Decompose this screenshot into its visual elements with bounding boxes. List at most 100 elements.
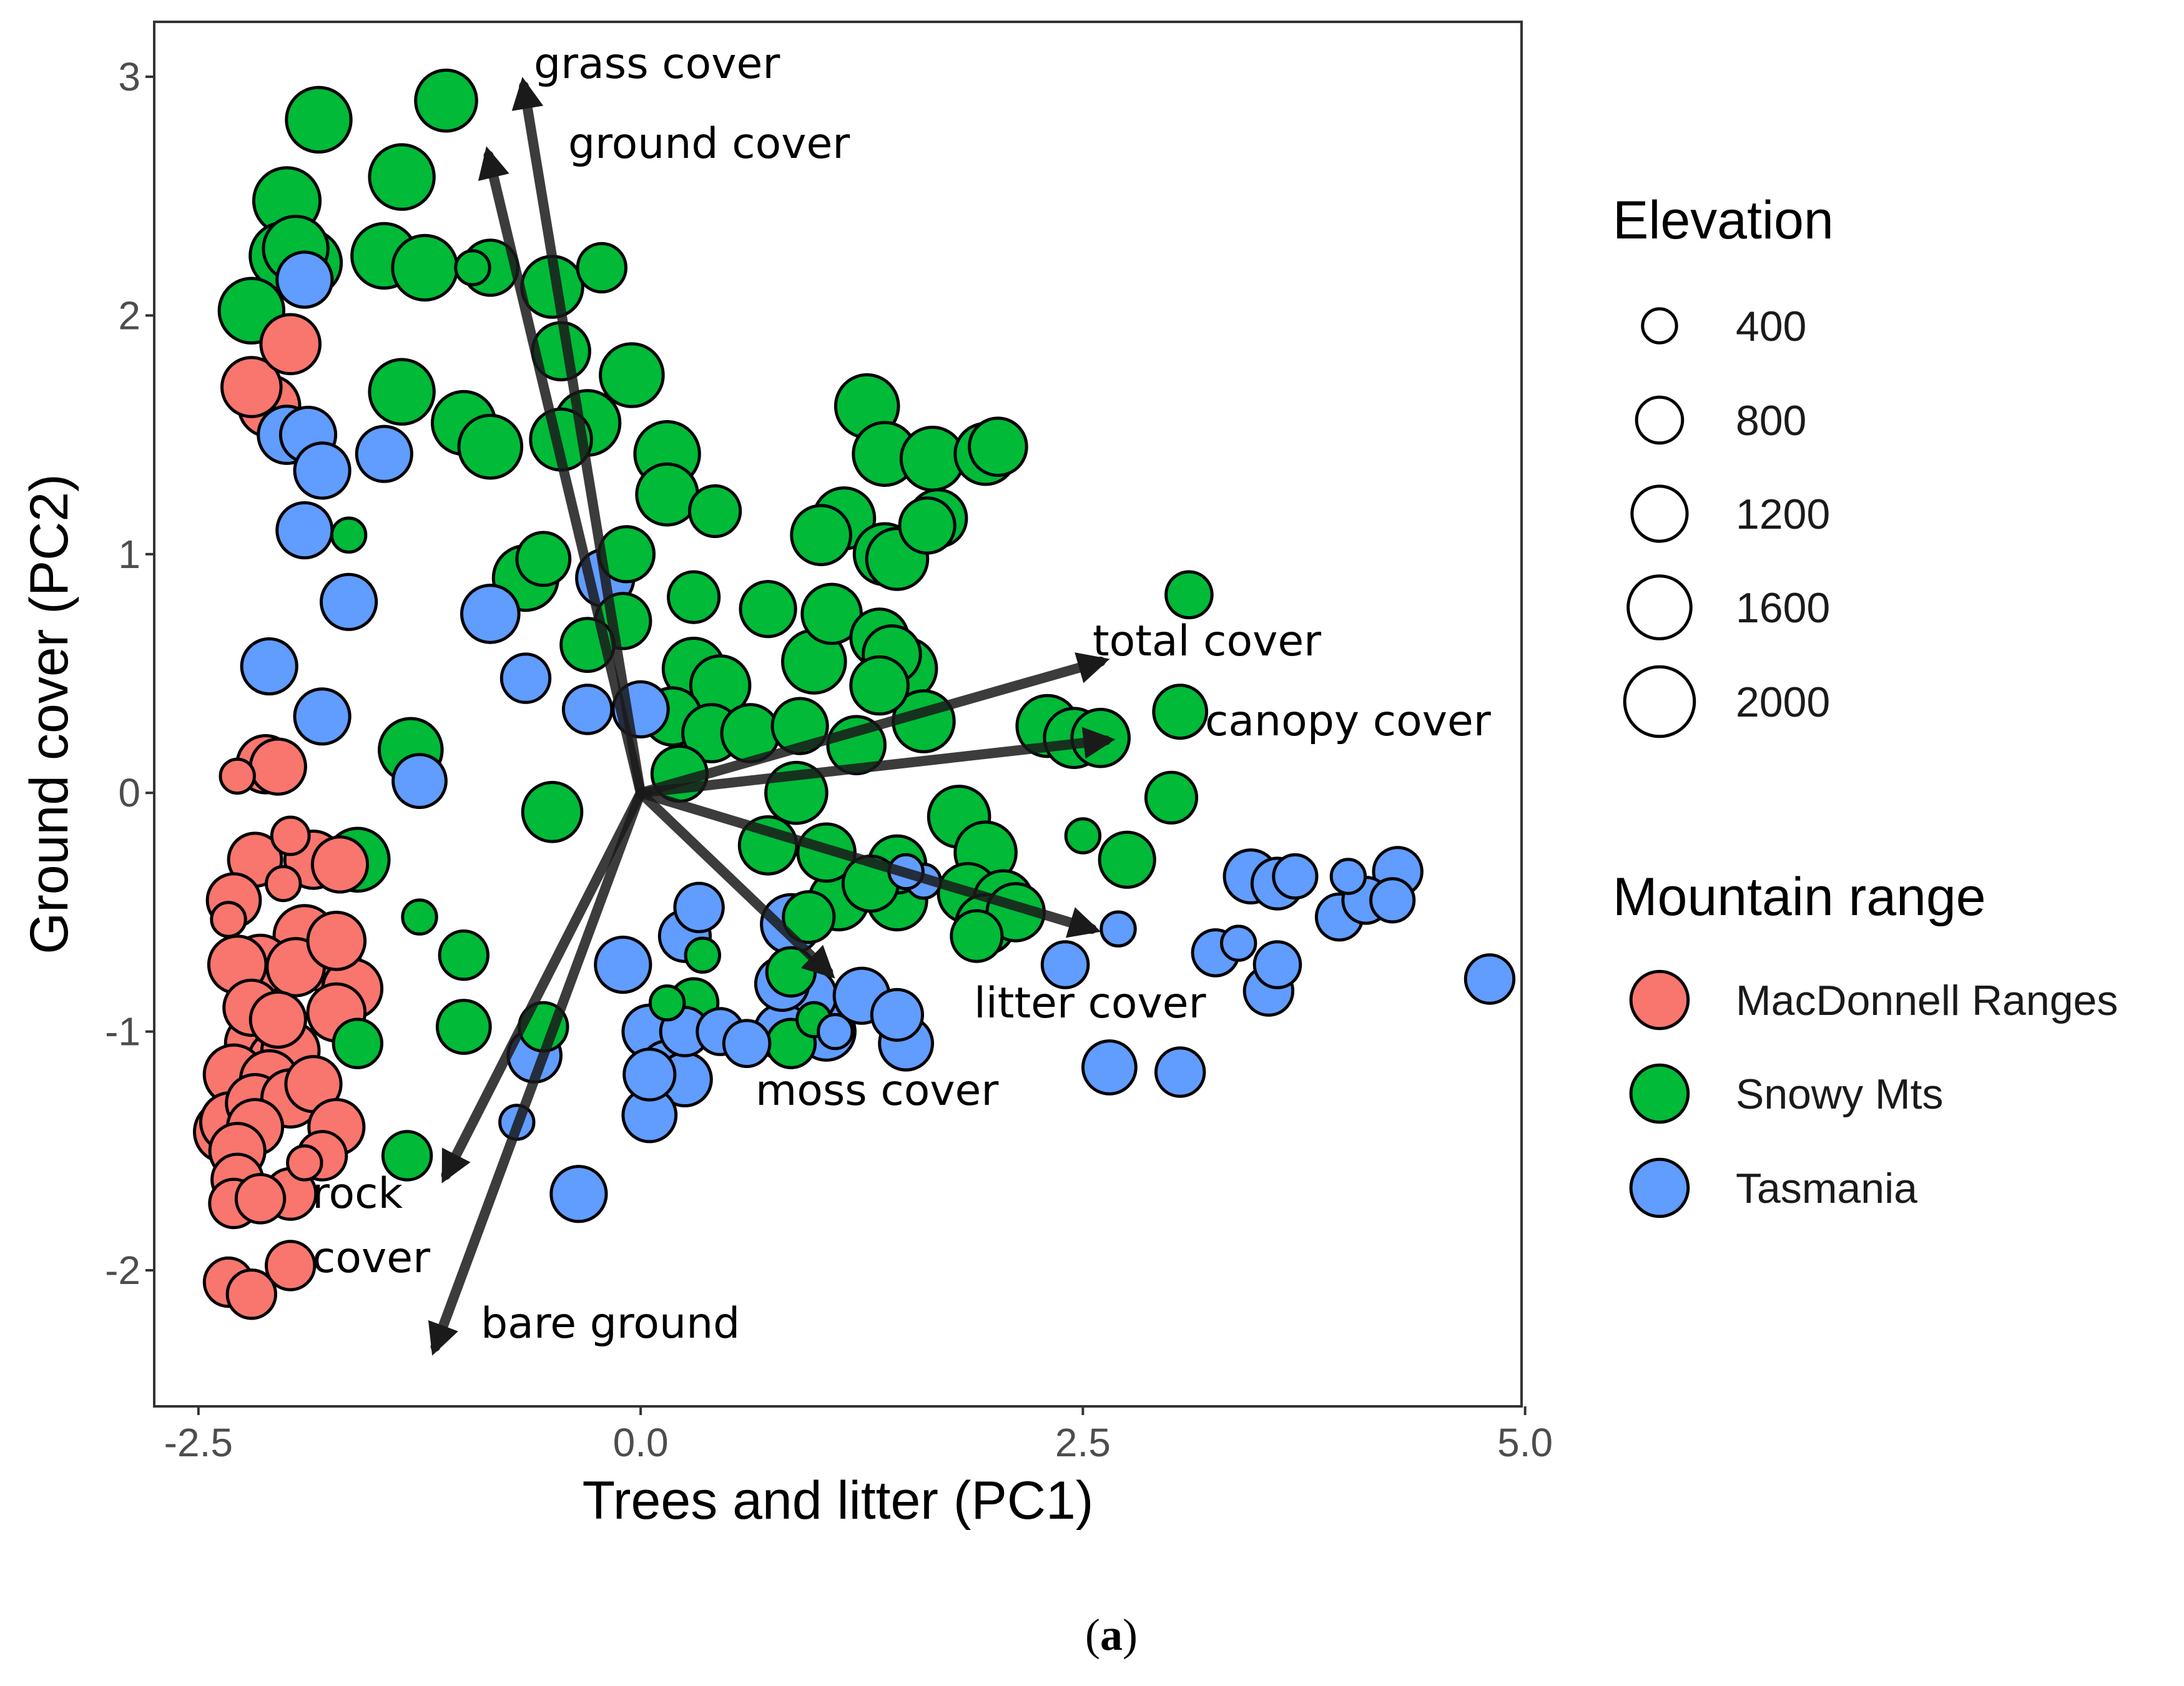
x-axis: -2.5 0.0 2.5 5.0 — [164, 1406, 1553, 1465]
point-tasmania — [355, 424, 413, 483]
point-tasmania — [1463, 953, 1516, 1005]
x-tick-label: 0.0 — [613, 1420, 669, 1465]
point-snowy-mts — [1098, 830, 1156, 889]
size-legend-label: 2000 — [1736, 679, 1830, 726]
plot-panel-border — [153, 21, 1523, 1408]
point-snowy-mts — [684, 936, 722, 974]
point-snowy-mts — [599, 342, 665, 408]
point-macdonnell-ranges — [286, 1144, 323, 1182]
size-legend-label: 1600 — [1736, 584, 1830, 632]
point-snowy-mts — [391, 233, 459, 302]
point-snowy-mts — [368, 358, 436, 426]
point-snowy-mts — [950, 909, 1004, 963]
x-tick-label: 2.5 — [1055, 1420, 1111, 1465]
color-legend-title: Mountain range — [1613, 867, 1986, 927]
point-tasmania — [622, 1047, 677, 1102]
loading-label-rock-cover: rock — [312, 1169, 403, 1218]
point-tasmania — [499, 652, 552, 704]
point-snowy-mts — [576, 242, 627, 294]
point-snowy-mts — [438, 929, 489, 981]
point-snowy-mts — [688, 484, 742, 539]
point-tasmania — [320, 572, 378, 631]
point-snowy-mts — [898, 496, 957, 555]
size-legend-label: 1200 — [1736, 491, 1830, 538]
point-tasmania — [561, 684, 614, 735]
point-snowy-mts — [401, 898, 438, 936]
point-snowy-mts — [435, 999, 492, 1055]
y-tick-label: -1 — [105, 1009, 140, 1054]
loading-labels-layer: grass cover ground cover total cover canopy… — [312, 39, 1491, 1348]
y-axis: -2 -1 0 1 2 3 — [105, 54, 154, 1293]
loading-label-bare-ground: bare ground — [481, 1299, 740, 1348]
point-tasmania — [460, 584, 521, 644]
point-tasmania — [1329, 858, 1367, 895]
point-snowy-mts — [515, 531, 572, 587]
size-legend-key — [1641, 307, 1678, 345]
point-snowy-mts — [667, 570, 721, 624]
size-legend-title: Elevation — [1613, 190, 1834, 250]
point-tasmania — [1099, 910, 1137, 948]
size-legend: Elevation 400 800 1200 1600 2000 — [1613, 190, 1834, 738]
caption-letter: a — [1100, 1610, 1123, 1660]
size-legend-label: 400 — [1736, 303, 1806, 350]
point-snowy-mts — [1144, 770, 1199, 825]
size-legend-key — [1630, 484, 1689, 543]
point-tasmania — [293, 687, 352, 746]
color-legend-label: Snowy Mts — [1736, 1071, 1944, 1118]
point-tasmania — [275, 250, 334, 309]
loading-arrow-total-cover — [636, 652, 1110, 798]
x-tick-label: -2.5 — [164, 1420, 233, 1465]
color-legend-key-macdonnell-ranges — [1629, 969, 1690, 1031]
size-legend-key — [1623, 665, 1696, 738]
point-tasmania — [1040, 940, 1090, 989]
loading-arrow-litter-cover — [636, 788, 1101, 938]
color-legend: Mountain range MacDonnell Ranges Snowy Mt… — [1613, 867, 2118, 1218]
x-tick-label: 5.0 — [1497, 1420, 1553, 1465]
y-tick-label: -2 — [105, 1248, 140, 1293]
point-macdonnell-ranges — [270, 815, 311, 856]
loading-label-grass-cover: grass cover — [534, 39, 780, 89]
size-legend-key — [1626, 574, 1693, 640]
point-snowy-mts — [332, 1017, 383, 1069]
point-snowy-mts — [790, 504, 852, 567]
point-tasmania — [549, 1165, 608, 1223]
y-tick-label: 2 — [118, 293, 140, 338]
point-snowy-mts — [457, 413, 524, 480]
caption-close-paren: ) — [1123, 1610, 1138, 1660]
point-macdonnell-ranges — [306, 911, 367, 971]
point-tasmania — [722, 1019, 772, 1068]
loading-label-canopy-cover: canopy cover — [1205, 697, 1491, 746]
loading-arrow-ground-cover — [478, 146, 646, 798]
point-tasmania — [391, 753, 448, 809]
loading-arrow-bare-ground — [428, 788, 646, 1356]
point-tasmania — [870, 988, 925, 1042]
caption-open-paren: ( — [1085, 1610, 1100, 1660]
point-tasmania — [1252, 940, 1302, 989]
color-legend-label: MacDonnell Ranges — [1736, 977, 2118, 1024]
y-axis-title: Ground cover (PC2) — [19, 474, 79, 954]
loading-arrow-grass-cover — [511, 77, 646, 798]
point-snowy-mts — [454, 249, 491, 287]
x-axis-title: Trees and litter (PC1) — [583, 1471, 1094, 1531]
color-legend-label: Tasmania — [1736, 1165, 1917, 1212]
point-snowy-mts — [1164, 570, 1214, 620]
point-tasmania — [594, 935, 652, 994]
point-tasmania — [275, 501, 334, 560]
point-macdonnell-ranges — [248, 737, 307, 796]
point-tasmania — [1220, 924, 1257, 962]
color-legend-key-tasmania — [1629, 1157, 1690, 1218]
point-snowy-mts — [381, 1130, 433, 1182]
point-snowy-mts — [648, 984, 686, 1022]
loading-label-litter-cover: litter cover — [974, 979, 1206, 1028]
point-snowy-mts — [414, 68, 478, 133]
color-legend-key-snowy-mts — [1629, 1063, 1690, 1124]
loading-arrow-moss-cover — [636, 788, 835, 979]
point-tasmania — [1272, 853, 1319, 900]
figure-caption: (a) — [1085, 1610, 1138, 1660]
loading-arrow-rock-cover — [441, 788, 646, 1184]
size-legend-label: 800 — [1736, 397, 1806, 444]
point-tasmania — [240, 637, 298, 696]
point-macdonnell-ranges — [219, 757, 256, 795]
point-macdonnell-ranges — [225, 1268, 277, 1320]
